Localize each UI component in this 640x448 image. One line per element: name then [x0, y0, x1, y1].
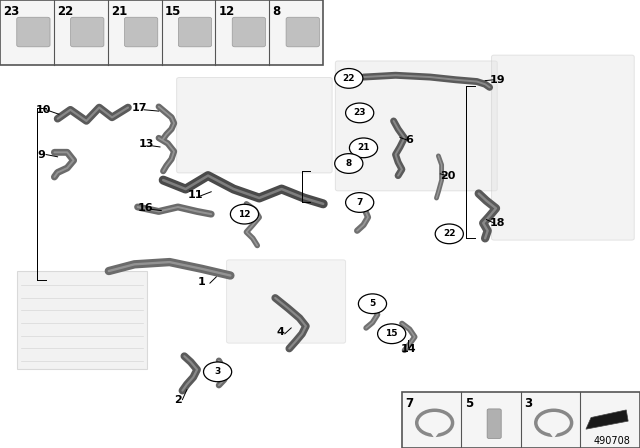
Text: 8: 8 [273, 5, 281, 18]
FancyBboxPatch shape [487, 409, 501, 439]
FancyBboxPatch shape [70, 17, 104, 47]
Bar [0, 0, 323, 65]
FancyBboxPatch shape [179, 17, 212, 47]
Text: 21: 21 [111, 5, 127, 18]
Text: 10: 10 [36, 105, 51, 115]
Text: 17: 17 [132, 103, 147, 113]
Circle shape [358, 294, 387, 314]
Text: 20: 20 [440, 171, 456, 181]
Text: 1: 1 [198, 277, 205, 287]
Text: 7: 7 [356, 198, 363, 207]
Circle shape [435, 224, 463, 244]
Text: 6: 6 [406, 135, 413, 145]
Text: 7: 7 [405, 397, 413, 410]
Text: 19: 19 [490, 75, 506, 85]
FancyBboxPatch shape [232, 17, 266, 47]
Polygon shape [547, 430, 560, 439]
Text: 23: 23 [353, 108, 366, 117]
Text: 13: 13 [138, 139, 154, 149]
Text: 3: 3 [214, 367, 221, 376]
Circle shape [230, 204, 259, 224]
Text: 22: 22 [443, 229, 456, 238]
Text: 2: 2 [174, 395, 182, 405]
FancyBboxPatch shape [125, 17, 158, 47]
FancyBboxPatch shape [335, 61, 497, 191]
Text: 22: 22 [57, 5, 74, 18]
Text: 21: 21 [357, 143, 370, 152]
Bar [402, 392, 640, 448]
FancyBboxPatch shape [286, 17, 319, 47]
Circle shape [335, 154, 363, 173]
Polygon shape [586, 410, 628, 429]
Circle shape [346, 103, 374, 123]
Text: 16: 16 [138, 203, 154, 213]
Circle shape [378, 324, 406, 344]
Text: 4: 4 [276, 327, 284, 337]
Text: 12: 12 [238, 210, 251, 219]
Text: 23: 23 [3, 5, 19, 18]
Text: 490708: 490708 [593, 436, 630, 446]
Text: 18: 18 [490, 218, 506, 228]
Text: 5: 5 [465, 397, 473, 410]
Text: 15: 15 [165, 5, 181, 18]
FancyBboxPatch shape [177, 78, 332, 173]
FancyBboxPatch shape [492, 55, 634, 240]
FancyBboxPatch shape [227, 260, 346, 343]
Circle shape [204, 362, 232, 382]
Text: 12: 12 [219, 5, 235, 18]
Text: 22: 22 [342, 74, 355, 83]
Polygon shape [428, 430, 441, 439]
FancyBboxPatch shape [17, 17, 50, 47]
Text: 11: 11 [188, 190, 203, 200]
Text: 9: 9 [38, 150, 45, 159]
Text: 14: 14 [401, 344, 416, 353]
FancyBboxPatch shape [17, 271, 147, 369]
Text: 8: 8 [346, 159, 352, 168]
Text: 3: 3 [524, 397, 532, 410]
Text: 15: 15 [385, 329, 398, 338]
Circle shape [349, 138, 378, 158]
Circle shape [346, 193, 374, 212]
Circle shape [335, 69, 363, 88]
Text: 5: 5 [369, 299, 376, 308]
